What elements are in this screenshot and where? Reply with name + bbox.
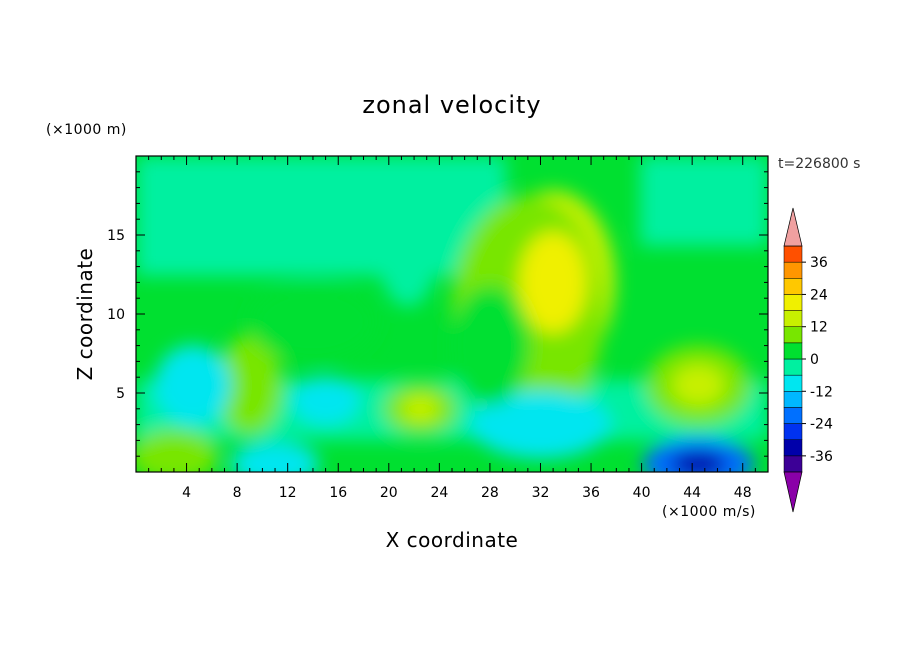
colorbar-tick-label: -24 [810,417,833,433]
colorbar-band [783,439,803,457]
plot-area [136,156,768,472]
x-tick-label: 20 [380,485,398,501]
colorbar-band [783,358,803,376]
colorbar-extend-min [783,471,803,513]
y-tick-label: 10 [107,307,125,323]
contour-region [291,376,360,425]
contour-region [377,194,438,307]
x-tick-label: 16 [329,485,347,501]
colorbar-band [783,374,803,392]
x-tick-label: 4 [182,485,191,501]
contour-region [519,231,588,333]
x-tick-label: 28 [481,485,499,501]
x-axis-label: X coordinate [386,528,519,552]
x-tick-label: 32 [532,485,550,501]
colorbar-tick-label: 0 [810,352,819,368]
x-tick-label: 36 [582,485,600,501]
y-axis: 5 10 15 [107,171,768,457]
colorbar-band [783,423,803,440]
contour-region [449,285,530,406]
x-tick-label: 12 [279,485,297,501]
colorbar-band [783,326,803,344]
contour-region [402,395,439,422]
y-axis-label: Z coordinate [73,248,97,381]
colorbar-tick-label: 24 [810,287,828,303]
contour-region [231,442,320,472]
colorbar-band [783,294,803,311]
contour-region [136,430,218,472]
colorbar-extend-max [783,207,803,247]
contour-region [672,365,725,406]
contour-region [154,345,231,426]
contour-region [217,335,282,436]
contour-region [470,390,611,459]
colorbar-band [783,245,803,263]
colorbar: 36 24 12 0 -12 -24 -36 [783,207,833,513]
time-label: t=226800 s [778,156,860,172]
x-tick-label: 44 [683,485,701,501]
colorbar-band [783,407,803,424]
colorbar-band [783,278,803,295]
colorbar-band [783,261,803,279]
colorbar-band [783,342,803,360]
x-tick-label: 24 [430,485,448,501]
y-tick-label: 5 [116,386,125,402]
x-tick-label: 40 [633,485,651,501]
y-axis-unit: (×1000 m) [46,122,127,138]
x-tick-label: 8 [233,485,242,501]
colorbar-tick-label: -12 [810,384,833,400]
colorbar-band [783,310,803,327]
colorbar-tick-label: 12 [810,320,828,336]
contour-region [640,156,768,246]
colorbar-tick-label: 36 [810,255,828,271]
colorbar-tick-label: -36 [810,449,833,465]
colorbar-band [783,455,803,473]
contour-region [670,451,727,472]
contour-region [248,281,377,362]
contour-region [136,156,506,276]
contour-field [136,156,768,472]
y-tick-label: 15 [107,228,125,244]
x-axis: 4 8 12 16 20 24 28 32 36 40 44 48 [148,156,756,501]
x-axis-unit: (×1000 m/s) [662,504,756,520]
chart-title: zonal velocity [362,91,541,119]
colorbar-band [783,391,803,408]
x-tick-label: 48 [734,485,752,501]
